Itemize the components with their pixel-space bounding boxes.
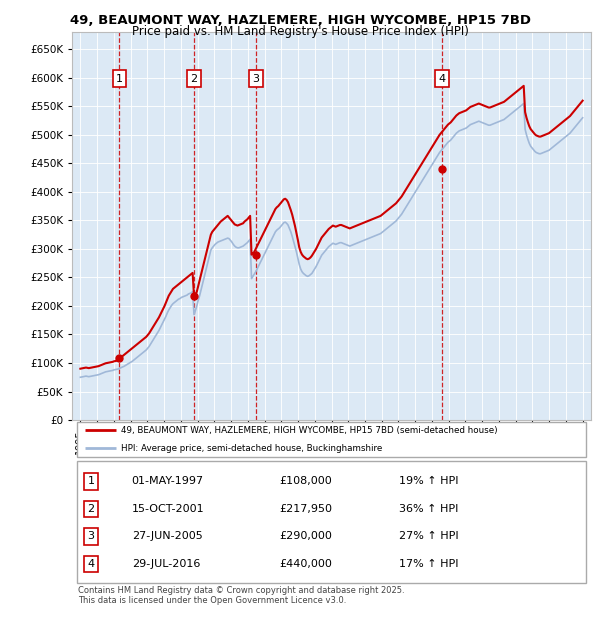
- Text: 4: 4: [88, 559, 95, 569]
- Text: 3: 3: [88, 531, 95, 541]
- Text: £290,000: £290,000: [280, 531, 332, 541]
- Text: £440,000: £440,000: [280, 559, 332, 569]
- Text: 49, BEAUMONT WAY, HAZLEMERE, HIGH WYCOMBE, HP15 7BD: 49, BEAUMONT WAY, HAZLEMERE, HIGH WYCOMB…: [70, 14, 530, 27]
- Text: 49, BEAUMONT WAY, HAZLEMERE, HIGH WYCOMBE, HP15 7BD (semi-detached house): 49, BEAUMONT WAY, HAZLEMERE, HIGH WYCOMB…: [121, 426, 498, 435]
- Text: 2: 2: [190, 74, 197, 84]
- Text: Price paid vs. HM Land Registry's House Price Index (HPI): Price paid vs. HM Land Registry's House …: [131, 25, 469, 38]
- Text: 17% ↑ HPI: 17% ↑ HPI: [399, 559, 458, 569]
- Text: 01-MAY-1997: 01-MAY-1997: [131, 476, 204, 486]
- FancyBboxPatch shape: [77, 461, 586, 583]
- Text: 15-OCT-2001: 15-OCT-2001: [131, 504, 205, 514]
- Text: HPI: Average price, semi-detached house, Buckinghamshire: HPI: Average price, semi-detached house,…: [121, 444, 383, 453]
- Text: 29-JUL-2016: 29-JUL-2016: [131, 559, 200, 569]
- Text: 1: 1: [88, 476, 95, 486]
- Text: 27-JUN-2005: 27-JUN-2005: [131, 531, 202, 541]
- Text: £108,000: £108,000: [280, 476, 332, 486]
- Text: 3: 3: [253, 74, 259, 84]
- Text: 19% ↑ HPI: 19% ↑ HPI: [399, 476, 458, 486]
- Text: Contains HM Land Registry data © Crown copyright and database right 2025.
This d: Contains HM Land Registry data © Crown c…: [78, 586, 405, 605]
- FancyBboxPatch shape: [77, 422, 586, 458]
- Text: 2: 2: [88, 504, 95, 514]
- Text: 36% ↑ HPI: 36% ↑ HPI: [399, 504, 458, 514]
- Text: £217,950: £217,950: [280, 504, 332, 514]
- Text: 1: 1: [116, 74, 123, 84]
- Text: 4: 4: [438, 74, 445, 84]
- Text: 27% ↑ HPI: 27% ↑ HPI: [399, 531, 458, 541]
